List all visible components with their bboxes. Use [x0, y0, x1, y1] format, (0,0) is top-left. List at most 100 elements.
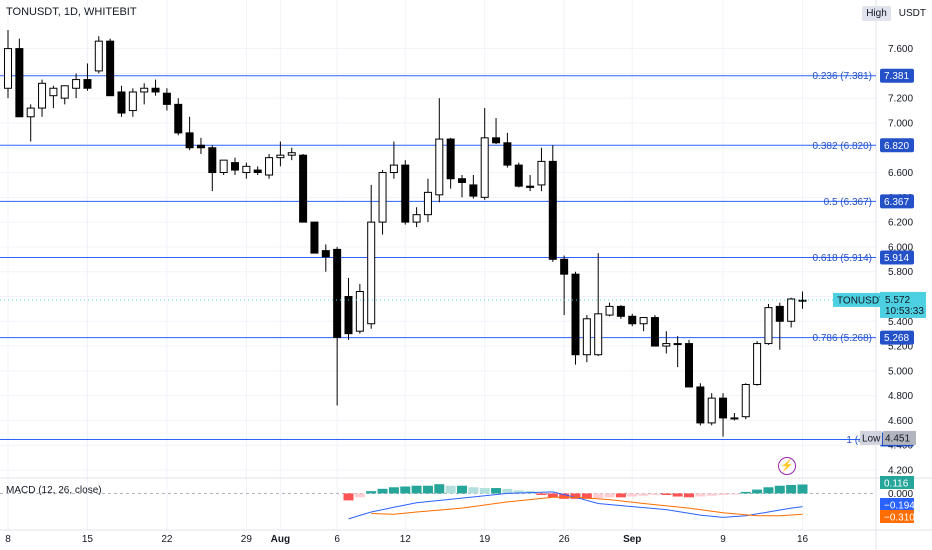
lightning-icon[interactable]: ⚡ — [778, 457, 796, 475]
high-badge[interactable]: High — [862, 6, 891, 21]
candle-up[interactable] — [60, 85, 69, 99]
candle-down[interactable] — [719, 397, 728, 419]
macd-histogram-bar — [706, 493, 717, 496]
candle-down[interactable] — [174, 103, 183, 134]
candle-down[interactable] — [514, 164, 523, 187]
fib-price-badge — [880, 68, 914, 83]
candle-up[interactable] — [72, 79, 81, 89]
candle-up[interactable] — [662, 343, 671, 347]
candle-down[interactable] — [446, 138, 455, 180]
macd-histogram-bar — [343, 493, 354, 501]
candle-up[interactable] — [605, 305, 614, 316]
candle-down[interactable] — [526, 185, 535, 188]
candle-down[interactable] — [650, 317, 659, 347]
low-badge-text: Low — [862, 433, 881, 444]
candle-down[interactable] — [321, 250, 330, 258]
candle-down[interactable] — [253, 169, 262, 174]
candle-down[interactable] — [401, 164, 410, 223]
fib-price-badge-text: 5.268 — [884, 333, 909, 344]
macd-histogram-bar — [434, 484, 445, 494]
x-tick-label: Aug — [271, 534, 290, 545]
candle-up[interactable] — [242, 165, 251, 174]
candle-down[interactable] — [15, 48, 24, 118]
candle-up[interactable] — [94, 40, 103, 72]
candle-up[interactable] — [594, 313, 603, 356]
fib-price-badge-text: 5.914 — [884, 253, 909, 264]
candle-up[interactable] — [412, 214, 421, 223]
candle-down[interactable] — [560, 258, 569, 275]
candle-down[interactable] — [333, 248, 342, 338]
candle-up[interactable] — [4, 48, 12, 89]
candle-up[interactable] — [798, 299, 807, 302]
candle-down[interactable] — [571, 273, 580, 356]
candle-down[interactable] — [185, 132, 194, 149]
candle-up[interactable] — [38, 82, 47, 109]
chart-title: TONUSDT, 1D, WHITEBIT — [6, 6, 137, 18]
y-tick-label: 4.200 — [888, 466, 913, 477]
candle-down[interactable] — [310, 221, 319, 254]
candle-up[interactable] — [435, 138, 444, 196]
candle-down[interactable] — [151, 87, 160, 93]
candle-up[interactable] — [764, 307, 773, 345]
candle-down[interactable] — [628, 315, 637, 325]
currency-label[interactable]: USDT — [898, 8, 926, 19]
macd-value-text: −0.310 — [884, 513, 915, 524]
candle-up[interactable] — [367, 221, 376, 325]
candle-down[interactable] — [117, 91, 126, 114]
candle-up[interactable] — [673, 343, 682, 346]
candle-up[interactable] — [787, 298, 796, 322]
candle-up[interactable] — [128, 91, 137, 112]
candle-up[interactable] — [741, 383, 750, 418]
macd-histogram-bar — [672, 493, 683, 497]
candle-down[interactable] — [231, 162, 239, 171]
y-tick-label: 5.800 — [888, 267, 913, 278]
candle-down[interactable] — [616, 305, 625, 317]
candle-up[interactable] — [480, 137, 489, 198]
candle-up[interactable] — [276, 154, 285, 159]
candle-up[interactable] — [140, 87, 149, 93]
candle-up[interactable] — [389, 164, 398, 174]
fib-price-badge-text: 7.381 — [884, 71, 909, 82]
candle-down[interactable] — [696, 386, 705, 424]
candle-up[interactable] — [423, 191, 432, 216]
candle-up[interactable] — [49, 87, 58, 97]
candle-up[interactable] — [287, 152, 296, 156]
macd-histogram-bar — [604, 493, 615, 498]
candle-down[interactable] — [83, 79, 92, 89]
candle-up[interactable] — [355, 291, 364, 332]
candle-down[interactable] — [469, 184, 478, 197]
macd-histogram-bar — [422, 485, 433, 494]
fib-level-label: 0.618 (5.914) — [813, 253, 873, 264]
y-tick-label: 5.400 — [888, 317, 913, 328]
candle-up[interactable] — [378, 172, 387, 223]
candle-up[interactable] — [730, 417, 739, 420]
macd-value-badge — [880, 476, 914, 489]
candle-down[interactable] — [685, 343, 693, 388]
candle-down[interactable] — [196, 144, 205, 149]
y-tick-label: 6.600 — [888, 168, 913, 179]
candle-down[interactable] — [548, 160, 557, 260]
y-tick-label: 5.200 — [888, 342, 913, 353]
candle-down[interactable] — [106, 40, 115, 97]
fib-price-badge-text: 6.367 — [884, 197, 909, 208]
candle-up[interactable] — [26, 107, 35, 118]
candle-down[interactable] — [492, 137, 501, 144]
candle-up[interactable] — [707, 397, 716, 424]
candle-up[interactable] — [537, 160, 546, 186]
y-tick-label: 7.000 — [888, 118, 913, 129]
candle-down[interactable] — [458, 178, 466, 183]
fib-price-badge — [880, 330, 914, 345]
candle-up[interactable] — [639, 317, 648, 325]
candle-down[interactable] — [208, 147, 217, 174]
candle-down[interactable] — [775, 305, 784, 322]
candle-up[interactable] — [265, 157, 274, 176]
candle-down[interactable] — [503, 142, 512, 166]
candle-down[interactable] — [162, 92, 171, 105]
candle-up[interactable] — [753, 343, 762, 385]
candle-up[interactable] — [219, 159, 228, 174]
candle-up[interactable] — [582, 318, 591, 356]
candle-down[interactable] — [299, 154, 308, 223]
candle-down[interactable] — [344, 295, 353, 335]
macd-value-badge — [880, 498, 914, 511]
